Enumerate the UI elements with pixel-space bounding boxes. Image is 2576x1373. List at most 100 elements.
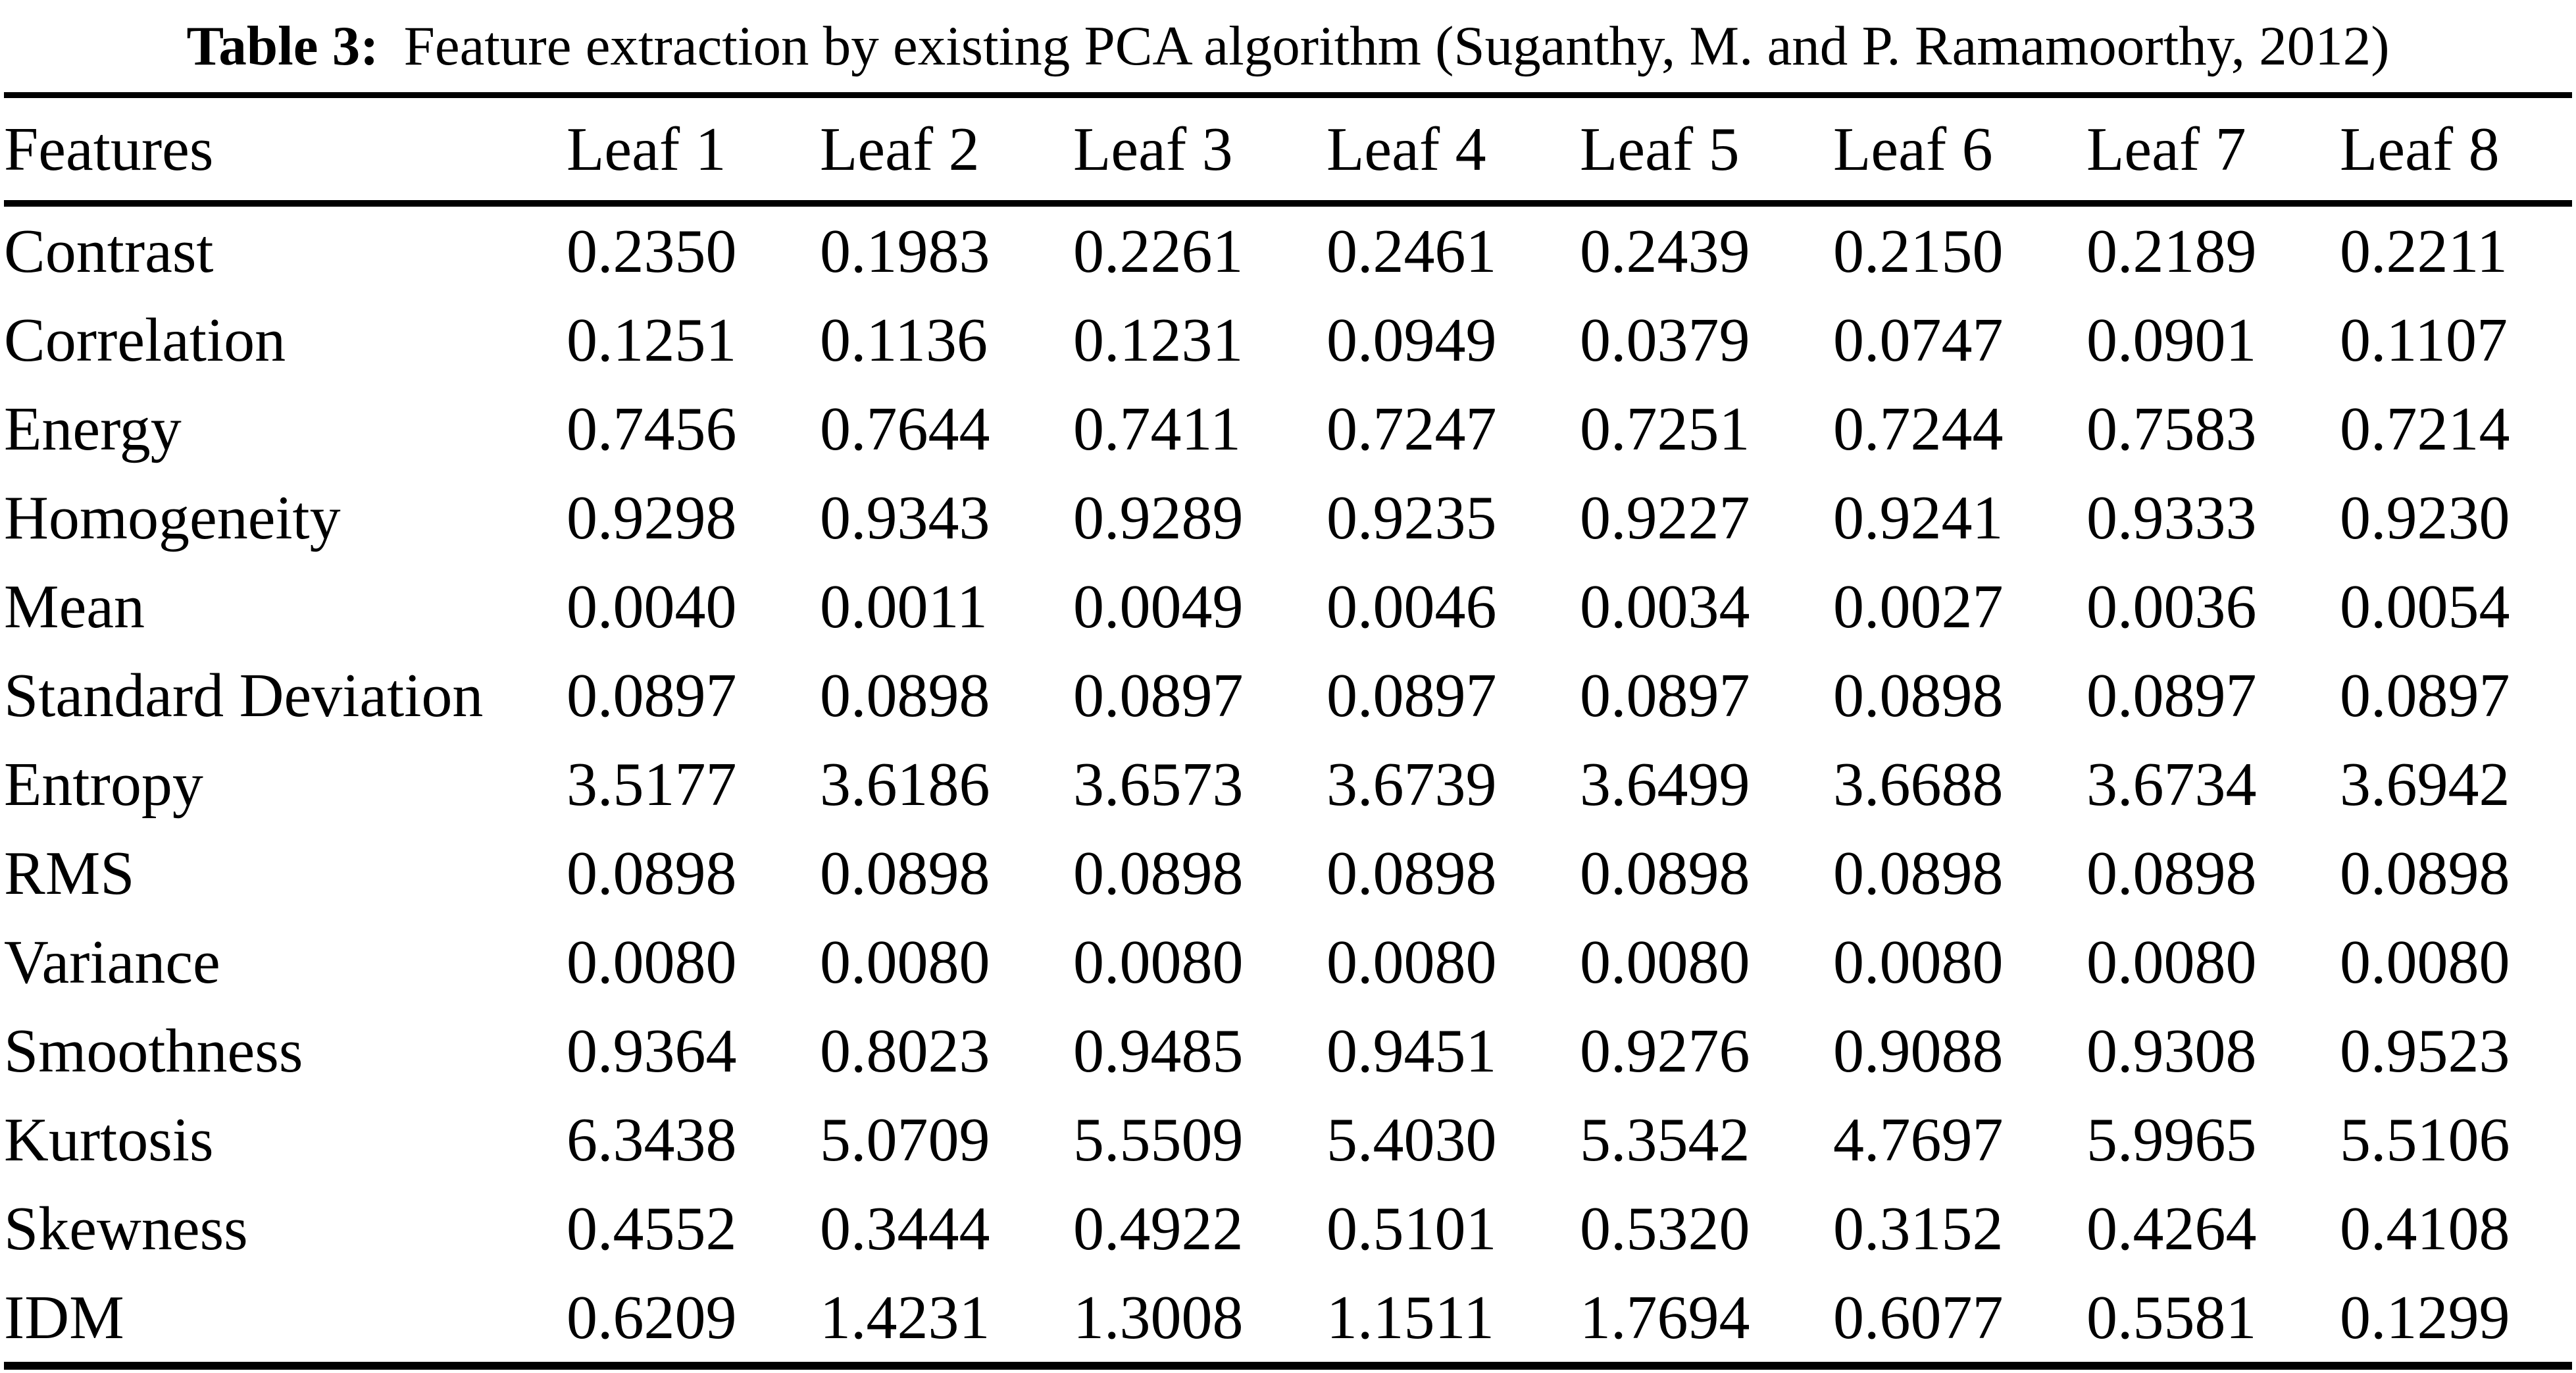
value-cell: 0.0747	[1833, 305, 2004, 375]
value-cell: 0.0898	[2340, 839, 2510, 908]
value-cell: 0.5101	[1326, 1194, 1497, 1263]
value-cell: 0.1136	[820, 305, 988, 375]
value-cell: 1.7694	[1580, 1283, 1750, 1352]
table-row: Standard Deviation 0.0897 0.0898 0.0897 …	[4, 651, 2572, 740]
value-cell: 0.1251	[567, 305, 737, 375]
value-cell: 0.0080	[2086, 927, 2257, 997]
value-cell: 0.0897	[567, 661, 737, 730]
value-cell: 0.1299	[2340, 1283, 2510, 1352]
value-cell: 0.0898	[2086, 839, 2257, 908]
value-cell: 1.4231	[820, 1283, 990, 1352]
value-cell: 0.2461	[1326, 217, 1497, 286]
value-cell: 0.0898	[1833, 839, 2004, 908]
value-cell: 5.4030	[1326, 1105, 1497, 1174]
feature-cell: Homogeneity	[4, 483, 341, 552]
value-cell: 3.6573	[1073, 750, 1244, 819]
value-cell: 0.2189	[2086, 217, 2257, 286]
value-cell: 0.9289	[1073, 483, 1244, 552]
table-row: Variance 0.0080 0.0080 0.0080 0.0080 0.0…	[4, 918, 2572, 1006]
feature-cell: Correlation	[4, 305, 286, 375]
table-row: RMS 0.0898 0.0898 0.0898 0.0898 0.0898 0…	[4, 829, 2572, 918]
value-cell: 0.9241	[1833, 483, 2004, 552]
feature-cell: Mean	[4, 572, 145, 641]
value-cell: 0.0080	[1580, 927, 1750, 997]
value-cell: 0.7251	[1580, 394, 1750, 463]
value-cell: 0.6209	[567, 1283, 737, 1352]
column-header-leaf8: Leaf 8	[2340, 115, 2500, 184]
value-cell: 0.9451	[1326, 1016, 1497, 1085]
table-row: Kurtosis 6.3438 5.0709 5.5509 5.4030 5.3…	[4, 1095, 2572, 1184]
value-cell: 3.5177	[567, 750, 737, 819]
value-cell: 0.4108	[2340, 1194, 2510, 1263]
table-row: Skewness 0.4552 0.3444 0.4922 0.5101 0.5…	[4, 1184, 2572, 1273]
value-cell: 4.7697	[1833, 1105, 2004, 1174]
value-cell: 0.1107	[2340, 305, 2508, 375]
value-cell: 5.9965	[2086, 1105, 2257, 1174]
value-cell: 0.7244	[1833, 394, 2004, 463]
feature-cell: Skewness	[4, 1194, 248, 1263]
table-row: IDM 0.6209 1.4231 1.3008 1.1511 1.7694 0…	[4, 1273, 2572, 1362]
feature-cell: Standard Deviation	[4, 661, 484, 730]
value-cell: 0.0011	[820, 572, 988, 641]
value-cell: 0.5320	[1580, 1194, 1750, 1263]
value-cell: 0.3152	[1833, 1194, 2004, 1263]
value-cell: 5.3542	[1580, 1105, 1750, 1174]
value-cell: 0.5581	[2086, 1283, 2257, 1352]
value-cell: 0.7247	[1326, 394, 1497, 463]
value-cell: 0.2150	[1833, 217, 2004, 286]
value-cell: 5.5106	[2340, 1105, 2510, 1174]
bottom-rule	[4, 1362, 2572, 1370]
value-cell: 0.7456	[567, 394, 737, 463]
value-cell: 0.7583	[2086, 394, 2257, 463]
value-cell: 3.6739	[1326, 750, 1497, 819]
value-cell: 0.0036	[2086, 572, 2257, 641]
column-header-leaf5: Leaf 5	[1580, 115, 1740, 184]
value-cell: 0.9230	[2340, 483, 2510, 552]
feature-extraction-table: Features Leaf 1 Leaf 2 Leaf 3 Leaf 4 Lea…	[4, 98, 2572, 200]
value-cell: 0.0898	[1326, 839, 1497, 908]
value-cell: 0.0897	[1580, 661, 1750, 730]
value-cell: 0.0080	[567, 927, 737, 997]
value-cell: 0.4552	[567, 1194, 737, 1263]
value-cell: 0.4922	[1073, 1194, 1244, 1263]
value-cell: 0.8023	[820, 1016, 990, 1085]
value-cell: 6.3438	[567, 1105, 737, 1174]
value-cell: 0.0898	[1073, 839, 1244, 908]
value-cell: 0.2211	[2340, 217, 2508, 286]
value-cell: 5.0709	[820, 1105, 990, 1174]
value-cell: 0.1231	[1073, 305, 1244, 375]
table-caption: Table 3: Feature extraction by existing …	[0, 0, 2576, 92]
feature-extraction-table-body: Contrast 0.2350 0.1983 0.2261 0.2461 0.2…	[4, 207, 2572, 1362]
value-cell: 0.0949	[1326, 305, 1497, 375]
value-cell: 0.9343	[820, 483, 990, 552]
value-cell: 0.0046	[1326, 572, 1497, 641]
column-header-leaf2: Leaf 2	[820, 115, 980, 184]
table-row: Entropy 3.5177 3.6186 3.6573 3.6739 3.64…	[4, 740, 2572, 829]
column-header-leaf7: Leaf 7	[2086, 115, 2246, 184]
column-header-leaf1: Leaf 1	[567, 115, 726, 184]
value-cell: 0.0897	[2086, 661, 2257, 730]
value-cell: 3.6499	[1580, 750, 1750, 819]
table-row: Mean 0.0040 0.0011 0.0049 0.0046 0.0034 …	[4, 562, 2572, 651]
value-cell: 0.9235	[1326, 483, 1497, 552]
value-cell: 0.9298	[567, 483, 737, 552]
value-cell: 0.7411	[1073, 394, 1242, 463]
value-cell: 0.9088	[1833, 1016, 2004, 1085]
feature-cell: Energy	[4, 394, 182, 463]
value-cell: 1.3008	[1073, 1283, 1244, 1352]
value-cell: 0.0080	[1073, 927, 1244, 997]
value-cell: 0.2261	[1073, 217, 1244, 286]
feature-cell: RMS	[4, 839, 135, 908]
value-cell: 0.0901	[2086, 305, 2257, 375]
value-cell: 0.9308	[2086, 1016, 2257, 1085]
table-row: Homogeneity 0.9298 0.9343 0.9289 0.9235 …	[4, 473, 2572, 562]
value-cell: 0.0898	[820, 839, 990, 908]
value-cell: 5.5509	[1073, 1105, 1244, 1174]
table-row: Contrast 0.2350 0.1983 0.2261 0.2461 0.2…	[4, 207, 2572, 296]
header-rule	[4, 200, 2572, 207]
value-cell: 3.6186	[820, 750, 990, 819]
column-header-leaf3: Leaf 3	[1073, 115, 1233, 184]
value-cell: 0.0379	[1580, 305, 1750, 375]
value-cell: 0.0040	[567, 572, 737, 641]
value-cell: 3.6688	[1833, 750, 2004, 819]
